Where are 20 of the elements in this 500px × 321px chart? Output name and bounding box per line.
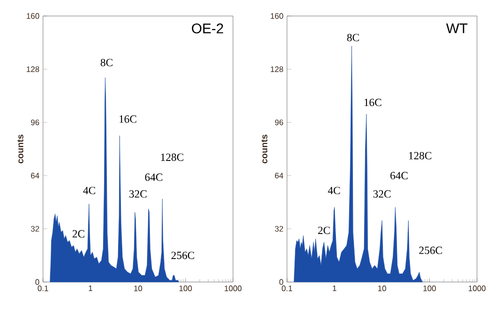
y-axis-title: counts — [261, 134, 268, 164]
annotation: 8C — [100, 58, 112, 66]
annotation: 256C — [171, 252, 194, 260]
annotation: 4C — [328, 186, 340, 194]
y-axis-title: counts — [17, 134, 24, 164]
annotation: 64C — [145, 174, 162, 181]
annotation: 16C — [120, 115, 136, 123]
annotation: 32C — [373, 190, 391, 198]
annotation: 2C — [318, 226, 330, 234]
chart-title: WT — [446, 24, 468, 34]
chart-title: OE-2 — [192, 23, 224, 34]
annotation: 2C — [72, 230, 84, 238]
annotation: 8C — [347, 34, 359, 42]
annotation: 32C — [129, 190, 147, 198]
annotation: 16C — [364, 98, 382, 106]
annotation: 4C — [83, 186, 96, 194]
annotation: 256C — [419, 246, 442, 254]
annotation: 128C — [409, 152, 432, 160]
annotation: 128C — [161, 154, 184, 161]
annotation: 64C — [390, 172, 408, 180]
